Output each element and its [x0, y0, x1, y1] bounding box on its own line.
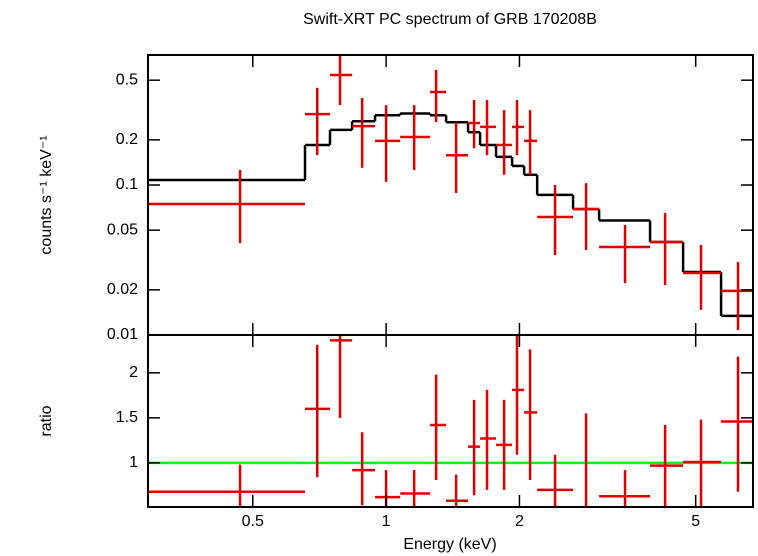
y-tick-label: 2	[129, 364, 138, 381]
y-tick-label: 0.1	[116, 176, 138, 193]
y-tick-label: 0.5	[116, 71, 138, 88]
y-axis-label: counts s⁻¹ keV⁻¹	[38, 135, 55, 254]
x-tick-label: 0.5	[242, 513, 264, 530]
y-tick-label: 0.02	[107, 281, 138, 298]
chart-title: Swift-XRT PC spectrum of GRB 170208B	[303, 11, 597, 28]
y-tick-label: 0.05	[107, 221, 138, 238]
y-tick-label: 1.5	[116, 409, 138, 426]
y-tick-label: 1	[129, 454, 138, 471]
x-tick-label: 2	[515, 513, 524, 530]
x-tick-label: 1	[382, 513, 391, 530]
plot-frame	[147, 54, 754, 336]
x-tick-label: 5	[691, 513, 700, 530]
y-tick-label: 0.01	[107, 326, 138, 343]
plot-frame	[147, 334, 754, 508]
y-tick-label: 0.2	[116, 131, 138, 148]
x-axis-label: Energy (keV)	[403, 536, 496, 553]
plot-area	[148, 55, 753, 330]
y-axis-label: ratio	[38, 405, 55, 436]
plot-area	[148, 335, 753, 507]
